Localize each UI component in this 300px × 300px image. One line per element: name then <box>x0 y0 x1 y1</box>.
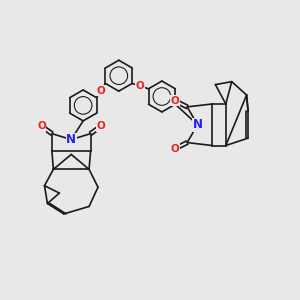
Text: O: O <box>171 96 180 106</box>
Text: O: O <box>136 81 145 91</box>
Text: O: O <box>37 121 46 131</box>
Text: O: O <box>171 143 180 154</box>
Text: O: O <box>97 121 105 131</box>
Text: O: O <box>97 85 105 96</box>
Text: N: N <box>66 133 76 146</box>
Text: N: N <box>193 118 202 131</box>
